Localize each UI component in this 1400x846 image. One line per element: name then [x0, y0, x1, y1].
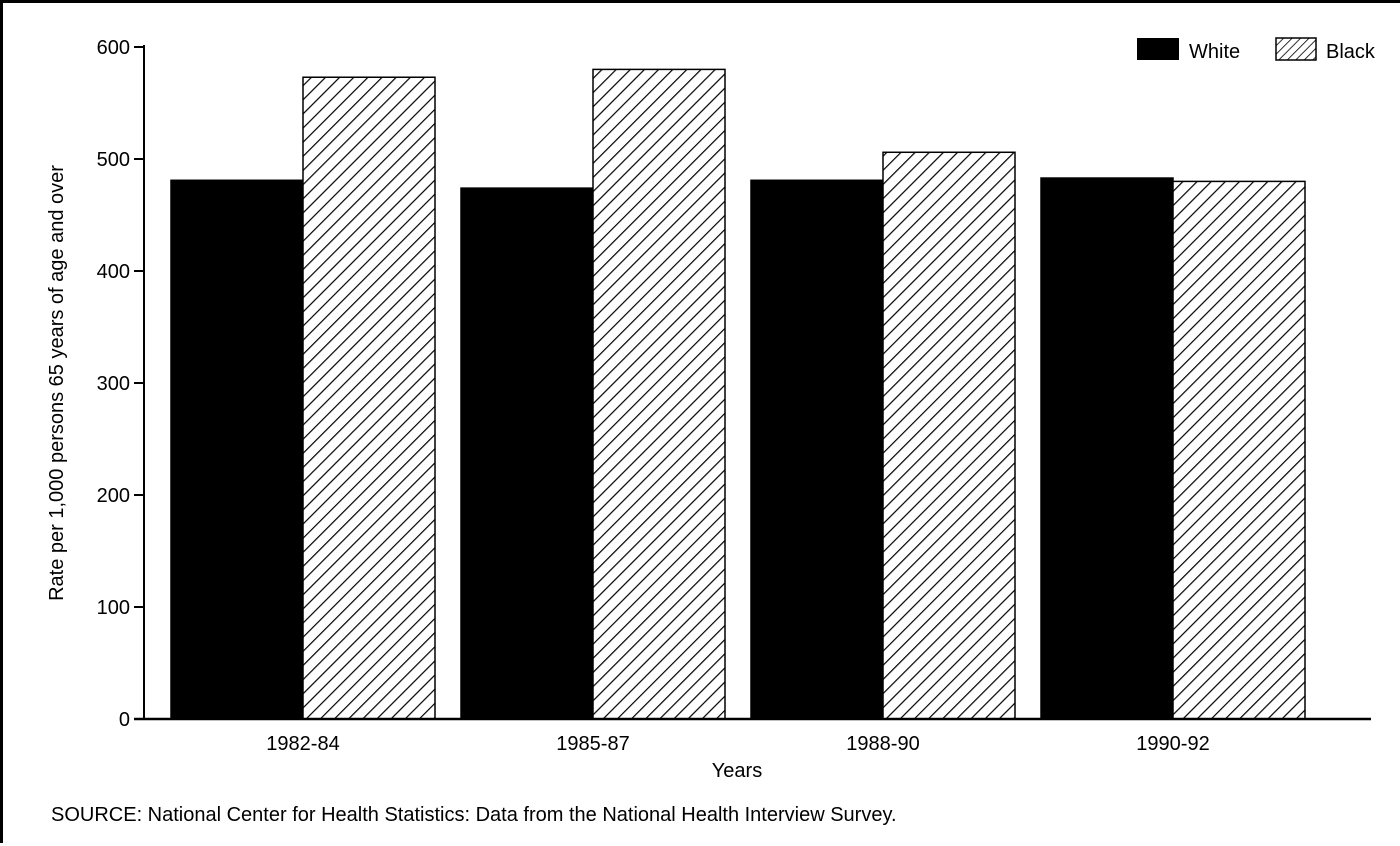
y-tick-label: 0 [119, 709, 130, 731]
legend-swatch-white [1137, 38, 1179, 60]
y-tick-label: 100 [97, 597, 130, 619]
y-tick-label: 200 [97, 485, 130, 507]
legend: White Black [1137, 37, 1376, 63]
axes-layer: 1982-84 1985-87 1988-90 1990-92 0 100 200 300 40… [97, 37, 1371, 755]
bar-black-1990-92 [1172, 180, 1306, 720]
y-tick-label: 500 [97, 149, 130, 171]
x-tick-label: 1982-84 [266, 733, 339, 755]
legend-label-white: White [1189, 41, 1240, 63]
bar-white-1990-92 [1040, 177, 1174, 720]
y-tick-label: 400 [97, 261, 130, 283]
x-tick-label: 1988-90 [846, 733, 919, 755]
bar-black-1982-84 [302, 76, 436, 720]
x-tick-label: 1990-92 [1136, 733, 1209, 755]
bar-black-1988-90 [882, 151, 1016, 720]
legend-swatch-black [1275, 37, 1317, 61]
source-note: SOURCE: National Center for Health Stati… [51, 804, 897, 826]
bar-white-1982-84 [170, 179, 304, 720]
y-tick-label: 300 [97, 373, 130, 395]
legend-label-black: Black [1326, 41, 1376, 63]
y-axis-label: Rate per 1,000 persons 65 years of age a… [46, 165, 68, 601]
bar-black-1985-87 [592, 68, 726, 720]
y-tick-label: 600 [97, 37, 130, 59]
bar-chart: 1982-84 1985-87 1988-90 1990-92 0 100 200 300 40… [46, 37, 1376, 826]
bar-white-1985-87 [460, 187, 594, 720]
x-axis-label: Years [712, 760, 762, 782]
bars-layer [170, 68, 1306, 720]
x-tick-label: 1985-87 [556, 733, 629, 755]
bar-white-1988-90 [750, 179, 884, 720]
